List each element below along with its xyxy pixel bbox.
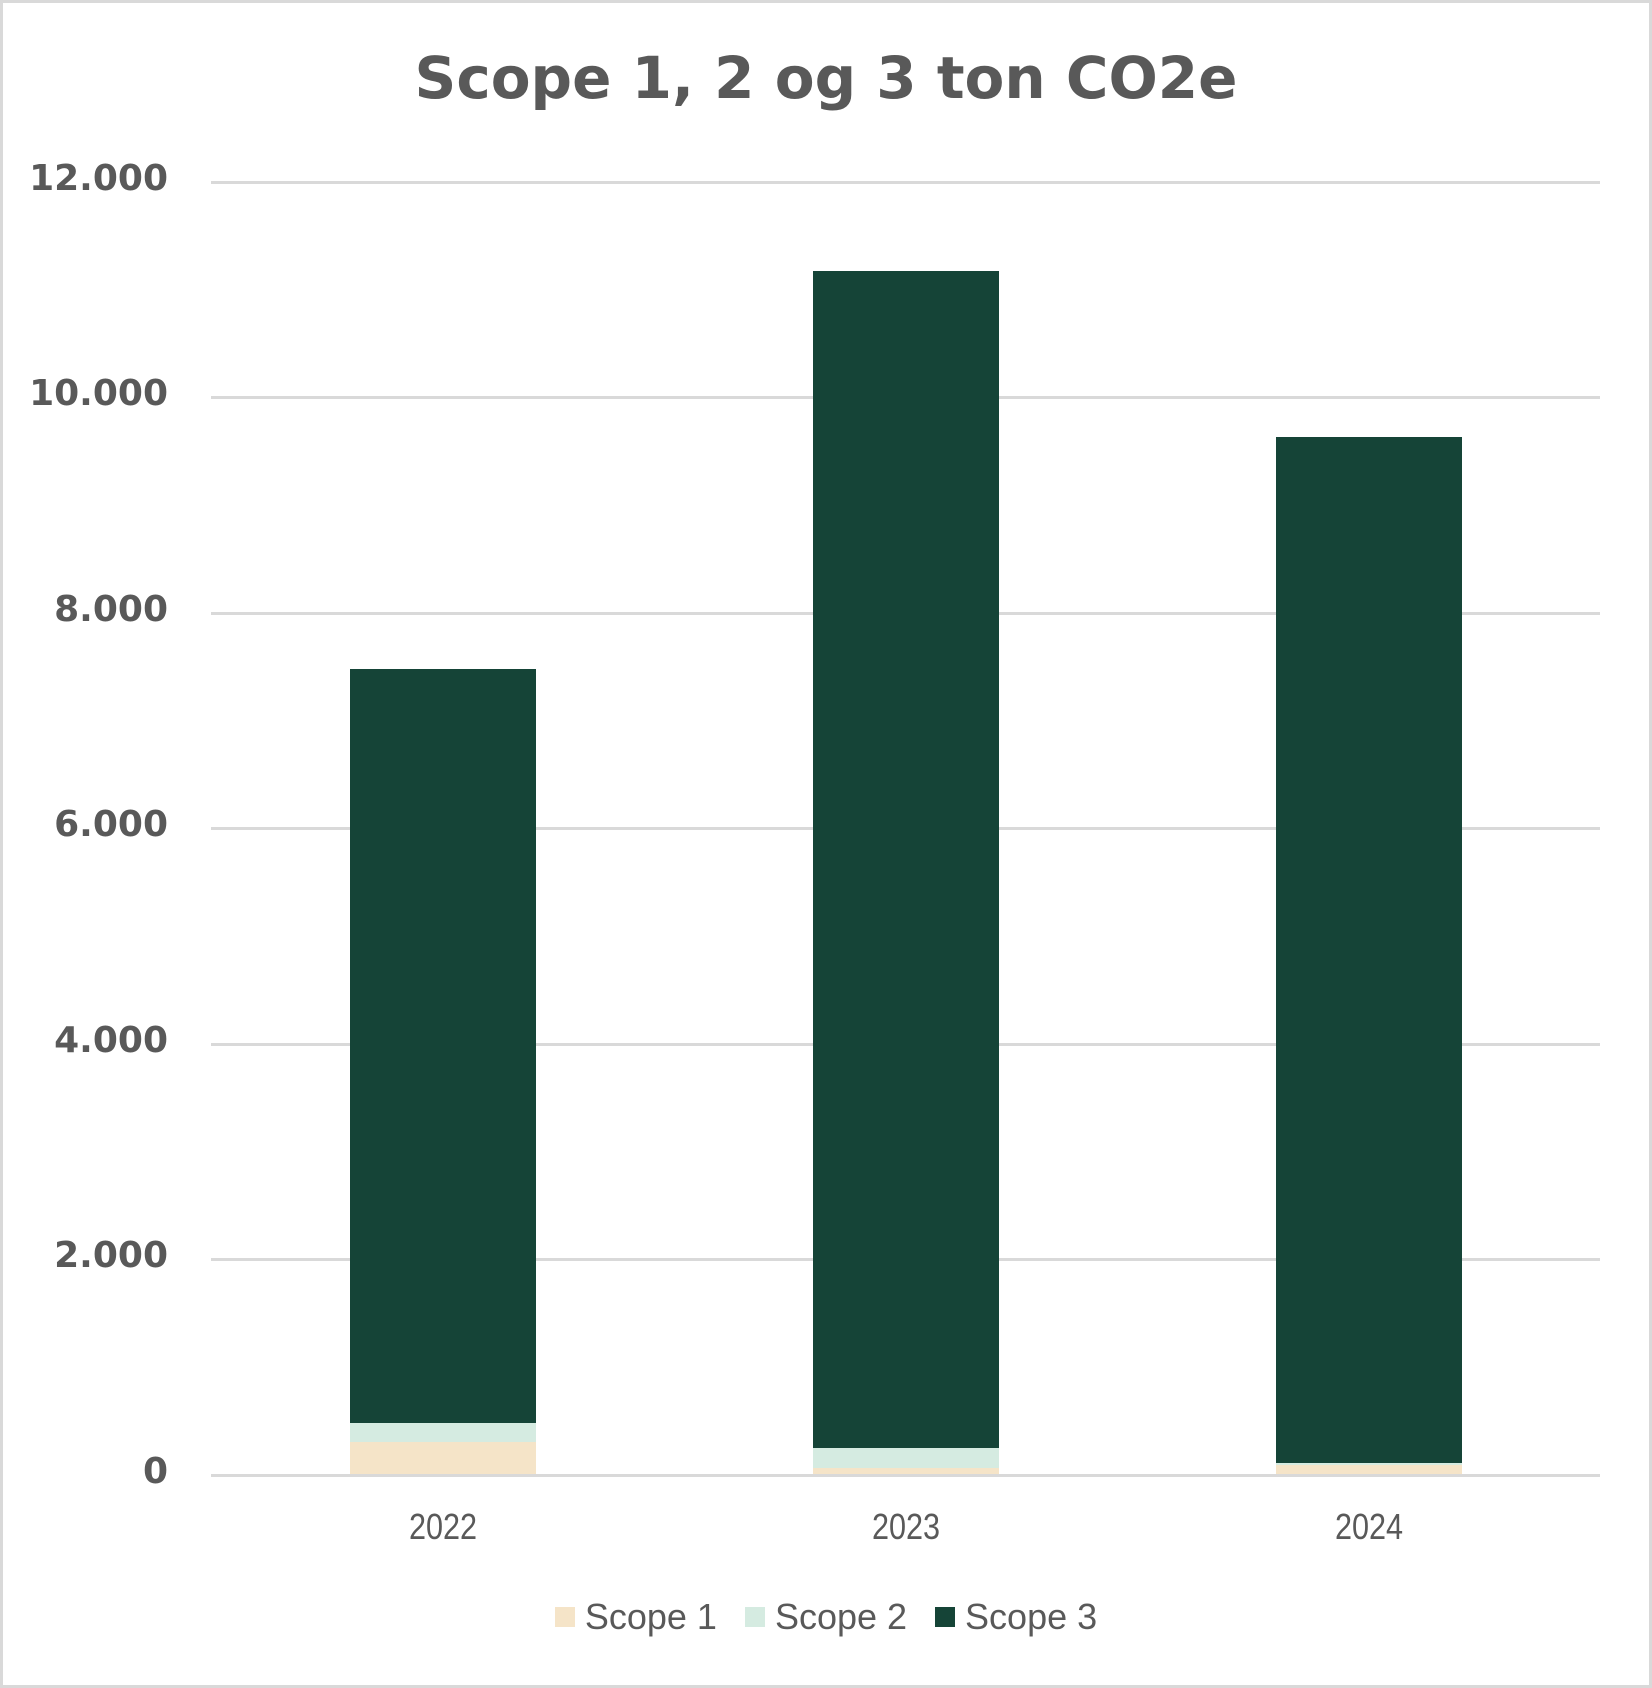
x-tick-label: 2022 <box>408 1506 478 1547</box>
y-tick-label: 0 <box>142 1451 168 1492</box>
y-tick-label: 4.000 <box>54 1020 168 1061</box>
x-tick-label: 2023 <box>871 1506 941 1547</box>
bar-2024[interactable] <box>1276 437 1462 1474</box>
bar-segment-scope2[interactable] <box>813 1448 999 1468</box>
bar-segment-scope3[interactable] <box>350 669 536 1423</box>
bar-2023[interactable] <box>813 271 999 1474</box>
legend-swatch-icon <box>554 1607 575 1627</box>
y-tick-label: 8.000 <box>54 589 168 630</box>
legend-label: Scope 1 <box>584 1596 717 1637</box>
bar-segment-scope3[interactable] <box>813 271 999 1448</box>
y-tick-label: 10.000 <box>29 373 168 414</box>
y-tick-label: 6.000 <box>54 804 168 845</box>
bar-segment-scope2[interactable] <box>1276 1463 1462 1465</box>
legend: Scope 1 Scope 2 Scope 3 <box>0 1596 1652 1638</box>
bar-segment-scope3[interactable] <box>1276 437 1462 1463</box>
gridline <box>211 181 1600 184</box>
legend-swatch-icon <box>935 1607 956 1627</box>
bar-segment-scope1[interactable] <box>1276 1465 1462 1474</box>
legend-label: Scope 3 <box>965 1596 1098 1637</box>
bar-2022[interactable] <box>350 669 536 1474</box>
chart-title: Scope 1, 2 og 3 ton CO2e <box>414 44 1238 112</box>
legend-swatch-icon <box>744 1607 765 1627</box>
legend-item-scope2[interactable]: Scope 2 <box>744 1596 908 1638</box>
bar-segment-scope1[interactable] <box>813 1468 999 1474</box>
x-axis-line <box>211 1474 1600 1477</box>
legend-item-scope3[interactable]: Scope 3 <box>935 1596 1097 1638</box>
bar-segment-scope1[interactable] <box>350 1442 536 1474</box>
legend-label: Scope 2 <box>774 1596 908 1637</box>
bar-segment-scope2[interactable] <box>350 1423 536 1442</box>
y-tick-label: 2.000 <box>54 1235 168 1276</box>
legend-item-scope1[interactable]: Scope 1 <box>554 1596 717 1638</box>
y-tick-label: 12.000 <box>29 158 168 199</box>
x-tick-label: 2024 <box>1334 1506 1404 1547</box>
